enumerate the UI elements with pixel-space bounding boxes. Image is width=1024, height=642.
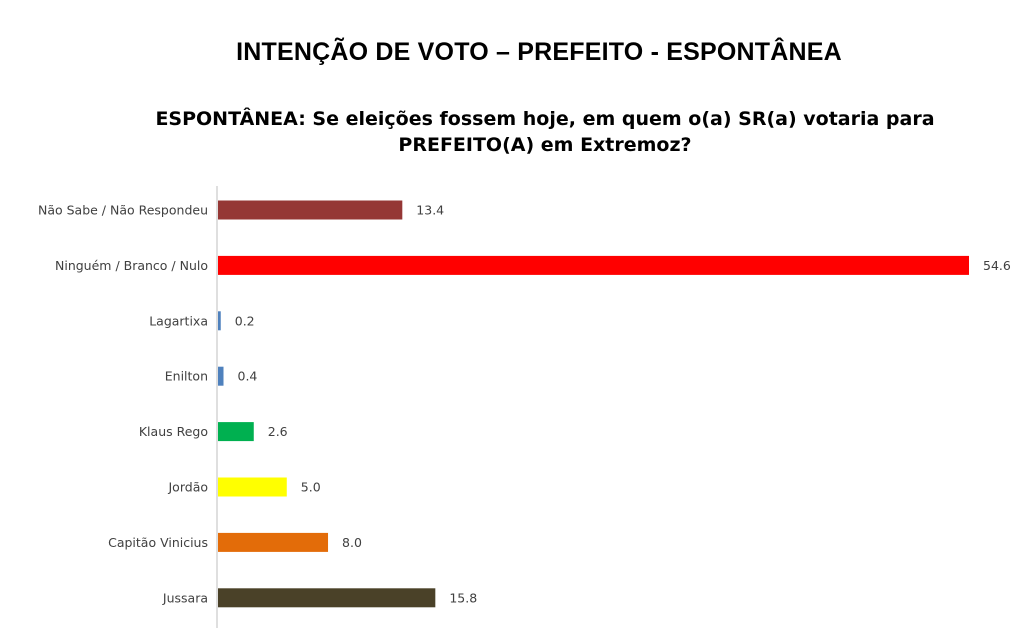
bar: [218, 477, 287, 497]
data-label: 2.6: [268, 424, 288, 439]
bar: [218, 422, 254, 442]
bar: [218, 200, 403, 220]
data-label: 5.0: [301, 480, 321, 495]
data-label: 0.4: [238, 369, 258, 384]
bar: [218, 366, 224, 386]
bar: [218, 255, 969, 275]
bar: [218, 588, 436, 608]
category-label: Klaus Rego: [139, 424, 208, 439]
data-label: 54.6: [983, 258, 1011, 273]
category-label: Jussara: [162, 590, 208, 605]
bar: [218, 311, 221, 331]
bar: [218, 532, 329, 552]
category-label: Capitão Vinicius: [108, 535, 208, 550]
chart-subtitle: ESPONTÂNEA: Se eleições fossem hoje, em …: [155, 108, 935, 156]
data-label: 0.2: [235, 313, 255, 328]
data-label: 15.8: [449, 590, 477, 605]
chart-title: INTENÇÃO DE VOTO – PREFEITO - ESPONTÂNEA: [236, 38, 842, 66]
category-label: Lagartixa: [149, 313, 208, 328]
data-label: 13.4: [416, 203, 444, 218]
category-label: Não Sabe / Não Respondeu: [38, 203, 208, 218]
category-label: Enilton: [165, 369, 208, 384]
category-label: Ninguém / Branco / Nulo: [55, 258, 208, 273]
category-label: Jordão: [168, 480, 209, 495]
data-label: 8.0: [342, 535, 362, 550]
